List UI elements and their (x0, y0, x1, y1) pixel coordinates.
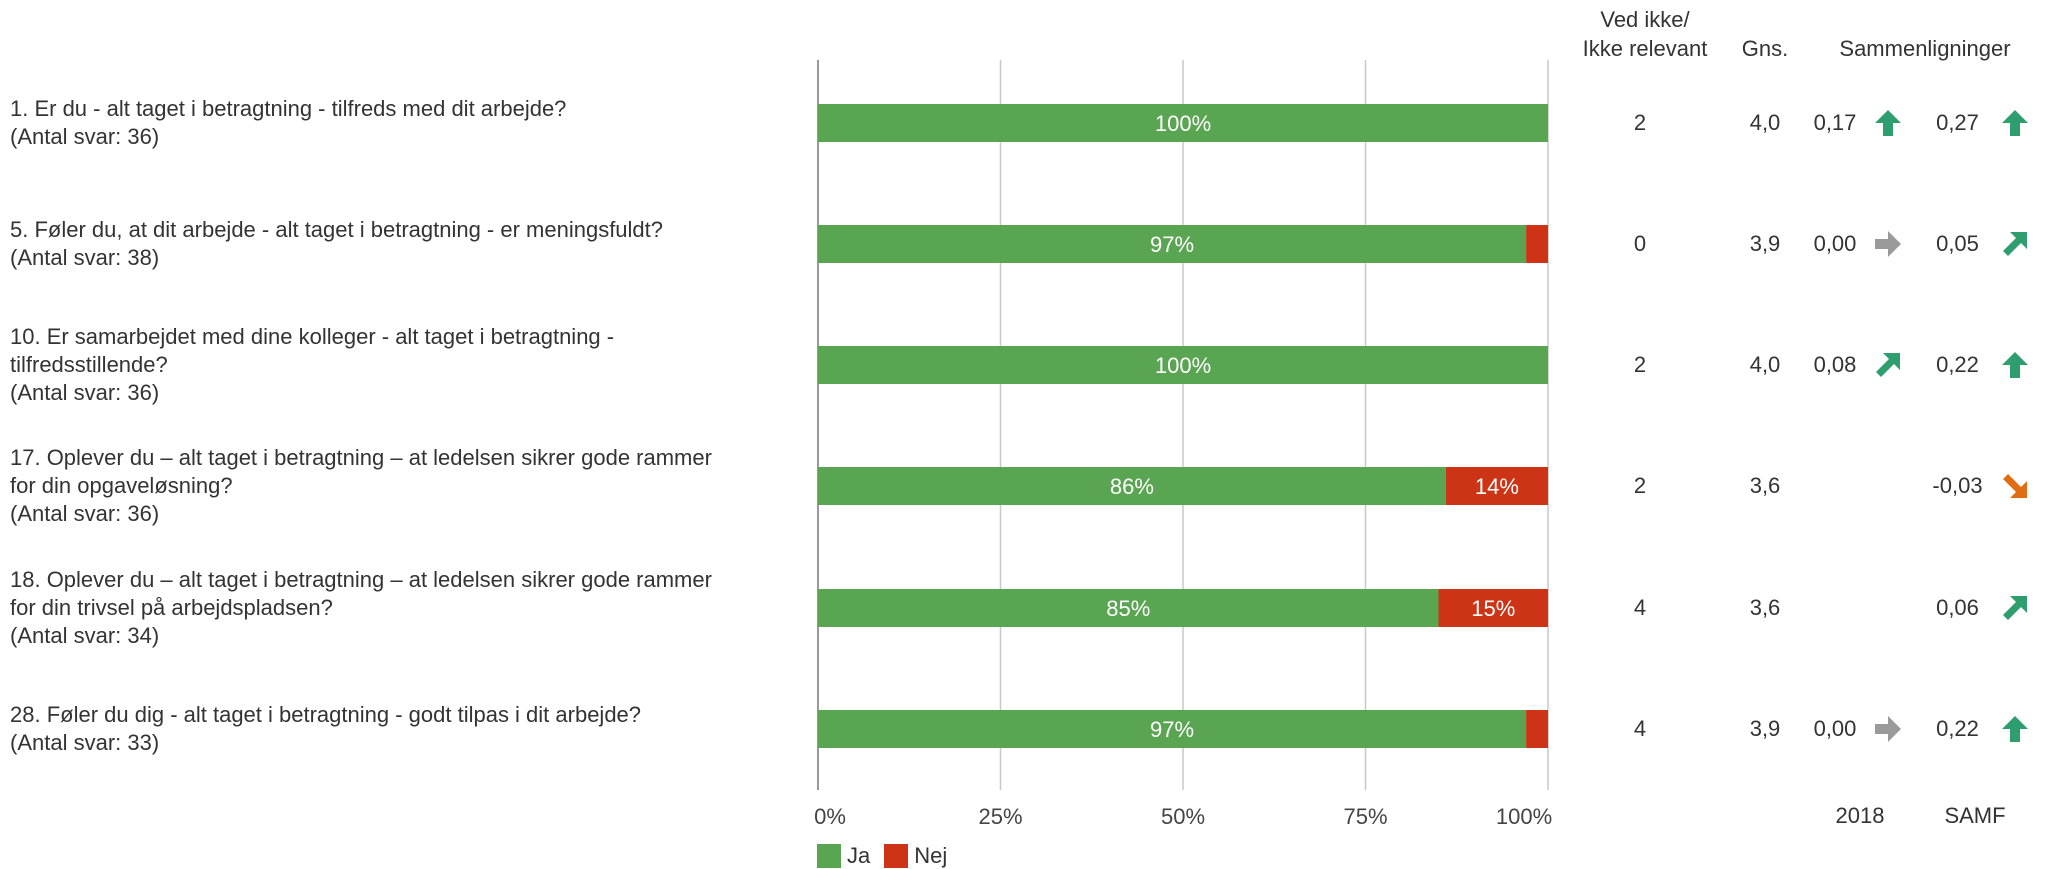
bar-nej (1526, 710, 1548, 748)
x-tick-label: 100% (1496, 804, 1552, 829)
gns-value: 3,6 (1749, 595, 1781, 620)
bar-label-ja: 86% (1110, 474, 1154, 499)
question-line: 18. Oplever du – alt taget i betragtning… (10, 567, 712, 592)
compare-samf-value: 0,06 (1936, 595, 1979, 620)
legend-label-nej: Nej (914, 843, 948, 868)
x-tick-label: 50% (1161, 804, 1205, 829)
bar-label-nej: 15% (1471, 596, 1515, 621)
question-line: (Antal svar: 36) (10, 124, 160, 149)
question-line: 10. Er samarbejdet med dine kolleger - a… (10, 324, 615, 349)
bar-label-nej: 14% (1475, 474, 1519, 499)
question-label: 5. Føler du, at dit arbejde - alt taget … (10, 216, 800, 272)
bar-ja (818, 467, 1446, 505)
question-line: (Antal svar: 36) (10, 380, 160, 405)
question-line: 5. Føler du, at dit arbejde - alt taget … (10, 217, 664, 242)
question-line: 17. Oplever du – alt taget i betragtning… (10, 445, 712, 470)
compare-2018-value: 0,08 (1813, 352, 1857, 377)
bar-ja (818, 104, 1548, 142)
gns-value: 3,9 (1749, 231, 1781, 256)
compare-samf-value: -0,03 (1932, 473, 1983, 498)
question-label: 28. Føler du dig - alt taget i betragtni… (10, 701, 800, 757)
question-line: (Antal svar: 38) (10, 245, 160, 270)
x-tick-label: 0% (814, 804, 846, 829)
legend-swatch-ja (817, 844, 841, 868)
compare-2018-value: 0,17 (1813, 110, 1857, 135)
question-line: 1. Er du - alt taget i betragtning - til… (10, 96, 567, 121)
arrow-up-right-icon (2000, 229, 2030, 259)
arrow-up-icon (2000, 714, 2030, 744)
arrow-up-icon (1873, 108, 1903, 138)
bar-ja (818, 589, 1439, 627)
arrow-up-right-icon (2000, 593, 2030, 623)
bar-ja (818, 225, 1527, 263)
question-label: 10. Er samarbejdet med dine kolleger - a… (10, 323, 800, 407)
bar-ja (818, 710, 1527, 748)
arrow-up-icon (2000, 108, 2030, 138)
bar-nej (1445, 467, 1548, 505)
compare-2018-value: 0,00 (1813, 231, 1857, 256)
question-label: 17. Oplever du – alt taget i betragtning… (10, 444, 800, 528)
compare-samf-value: 0,05 (1936, 231, 1979, 256)
arrow-right-icon (1873, 229, 1903, 259)
compare-samf-value: 0,27 (1936, 110, 1979, 135)
ved-ikke-value: 0 (1633, 231, 1647, 256)
legend-label-ja: Ja (847, 843, 871, 868)
header-ved-ikke-line1: Ved ikke/ (1600, 7, 1690, 32)
question-line: (Antal svar: 34) (10, 623, 160, 648)
compare-samf-value: 0,22 (1936, 716, 1979, 741)
gns-value: 3,9 (1749, 716, 1781, 741)
arrow-up-right-icon (1873, 350, 1903, 380)
compare-samf-value: 0,22 (1936, 352, 1979, 377)
ved-ikke-value: 4 (1633, 716, 1647, 741)
bar-label-ja: 100% (1155, 353, 1211, 378)
bar-label-ja: 100% (1155, 111, 1211, 136)
bottom-label-samf: SAMF (1944, 803, 2006, 828)
bar-ja (818, 346, 1548, 384)
ved-ikke-value: 2 (1633, 352, 1647, 377)
gns-value: 4,0 (1749, 352, 1781, 377)
gns-value: 4,0 (1749, 110, 1781, 135)
legend-swatch-nej (884, 844, 909, 868)
header-sammenligninger: Sammenligninger (1839, 36, 2011, 61)
bar-nej (1438, 589, 1548, 627)
x-tick-label: 25% (978, 804, 1022, 829)
question-line: (Antal svar: 36) (10, 501, 160, 526)
question-label: 18. Oplever du – alt taget i betragtning… (10, 566, 800, 650)
bar-nej (1526, 225, 1548, 263)
question-line: for din opgaveløsning? (10, 473, 233, 498)
bar-label-ja: 97% (1150, 717, 1194, 742)
header-ved-ikke: Ved ikke/ Ikke relevant (1555, 5, 1735, 63)
compare-2018-value: 0,00 (1813, 716, 1857, 741)
question-line: (Antal svar: 33) (10, 730, 160, 755)
arrow-right-icon (1873, 714, 1903, 744)
question-label: 1. Er du - alt taget i betragtning - til… (10, 95, 800, 151)
gns-value: 3,6 (1749, 473, 1781, 498)
bar-label-ja: 85% (1106, 596, 1150, 621)
question-line: tilfredsstillende? (10, 352, 168, 377)
x-tick-label: 75% (1343, 804, 1387, 829)
bar-label-ja: 97% (1150, 232, 1194, 257)
ved-ikke-value: 2 (1633, 473, 1647, 498)
header-ved-ikke-line2: Ikke relevant (1582, 36, 1708, 61)
bottom-label-year: 2018 (1835, 803, 1885, 828)
ved-ikke-value: 4 (1633, 595, 1647, 620)
question-line: for din trivsel på arbejdspladsen? (10, 595, 333, 620)
arrow-down-right-icon (2000, 471, 2030, 501)
legend: Ja Nej (817, 843, 947, 869)
ved-ikke-value: 2 (1633, 110, 1647, 135)
arrow-up-icon (2000, 350, 2030, 380)
question-line: 28. Føler du dig - alt taget i betragtni… (10, 702, 642, 727)
header-gns: Gns. (1741, 36, 1789, 61)
